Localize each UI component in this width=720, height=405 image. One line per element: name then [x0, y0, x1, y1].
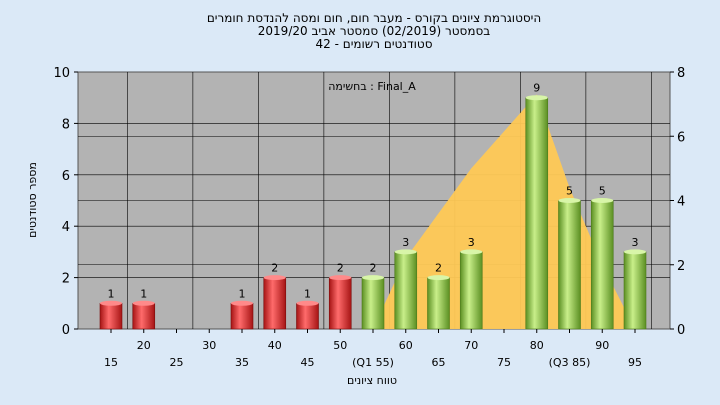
bar: [459, 251, 483, 330]
exam-label: בחשימה : Final_A: [328, 80, 416, 93]
bar: [394, 251, 418, 330]
y-tick-label: 0: [62, 323, 70, 338]
y2-tick-label: 6: [677, 130, 685, 145]
x-tick-label: 70: [464, 339, 478, 352]
bar: [230, 302, 254, 330]
bar-cap: [362, 275, 384, 281]
bar: [558, 200, 581, 330]
x-tick-label: 45: [301, 356, 315, 369]
value-label: 2: [435, 262, 442, 275]
bar: [99, 302, 123, 330]
x-axis-label: טווח ציונים: [347, 374, 397, 387]
x-tick-label: 15: [104, 356, 118, 369]
x-tick-label: 25: [170, 356, 184, 369]
y2-tick-label: 8: [677, 66, 685, 81]
x-tick-label: 20: [137, 339, 151, 352]
bar: [427, 277, 450, 330]
value-label: 3: [402, 236, 409, 249]
bars: [99, 95, 647, 330]
value-label: 5: [566, 185, 573, 198]
bar-cap: [525, 95, 548, 101]
x-tick-label: 35: [235, 356, 249, 369]
value-label: 5: [599, 185, 606, 198]
value-label: 1: [108, 287, 115, 300]
bar: [361, 277, 385, 330]
bar: [525, 97, 549, 330]
bar: [132, 302, 156, 330]
value-label: 1: [304, 287, 311, 300]
y-tick-label: 2: [62, 272, 70, 287]
value-labels: 1 1 1 2 1 2 2 3 2 3 9 5 5 3: [108, 82, 639, 301]
x-tick-label: 50: [333, 339, 347, 352]
x-tick-label: 90: [595, 339, 609, 352]
value-label: 3: [632, 236, 639, 249]
x-tick-label: 80: [530, 339, 544, 352]
title-line-1: היסטוגרמת ציונים בקורס - מעבר חום, חום ו…: [207, 11, 541, 25]
title-line-3: סטודנטים רשומים - 42: [315, 37, 432, 51]
bar: [623, 251, 647, 330]
chart-title: היסטוגרמת ציונים בקורס - מעבר חום, חום ו…: [207, 11, 541, 51]
y-axis-left: 0 2 4 6 8 10: [53, 66, 78, 338]
y-tick-label: 10: [53, 66, 70, 81]
x-tick-label: (Q1 55): [352, 356, 394, 369]
bar-cap: [394, 249, 417, 255]
y2-tick-label: 2: [677, 259, 685, 274]
bar-cap: [263, 275, 286, 281]
bar-cap: [624, 249, 646, 255]
bar-cap: [100, 300, 122, 306]
y-tick-label: 4: [62, 220, 70, 235]
x-tick-label: 60: [399, 339, 413, 352]
x-tick-label: 65: [432, 356, 446, 369]
value-label: 9: [533, 82, 540, 95]
bar: [590, 200, 614, 330]
y-tick-label: 8: [62, 117, 70, 132]
bar-cap: [460, 249, 483, 255]
bar-cap: [132, 300, 155, 306]
bar-cap: [296, 300, 319, 306]
x-axis: 15 20 25 30 35 40 45 50 (Q1 55) 60 65 70 75 80 (Q3 85)…: [104, 329, 642, 369]
x-tick-label: 30: [202, 339, 216, 352]
value-label: 2: [370, 262, 377, 275]
title-line-2: בסמסטר (02/2019) סמסטר אביב 2019/20: [258, 24, 490, 38]
bar: [328, 277, 352, 330]
x-tick-label: (Q3 85): [549, 356, 591, 369]
bar: [296, 302, 319, 330]
bar-cap: [231, 300, 253, 306]
bar-cap: [427, 275, 450, 281]
bar: [263, 277, 287, 330]
value-label: 3: [468, 236, 475, 249]
x-tick-label: 40: [268, 339, 282, 352]
value-label: 1: [140, 287, 147, 300]
value-label: 1: [239, 287, 246, 300]
bar-cap: [558, 198, 581, 203]
x-tick-label: 75: [497, 356, 511, 369]
y-axis-label: מספר סטודנטים: [26, 162, 39, 238]
bar-cap: [329, 275, 352, 281]
value-label: 2: [271, 262, 278, 275]
y-axis-right: 0 2 4 6 8: [670, 66, 685, 338]
y-tick-label: 6: [62, 169, 70, 184]
y2-tick-label: 0: [677, 323, 685, 338]
value-label: 2: [337, 262, 344, 275]
bar-cap: [591, 198, 614, 203]
x-tick-label: 95: [628, 356, 642, 369]
y2-tick-label: 4: [677, 195, 685, 210]
